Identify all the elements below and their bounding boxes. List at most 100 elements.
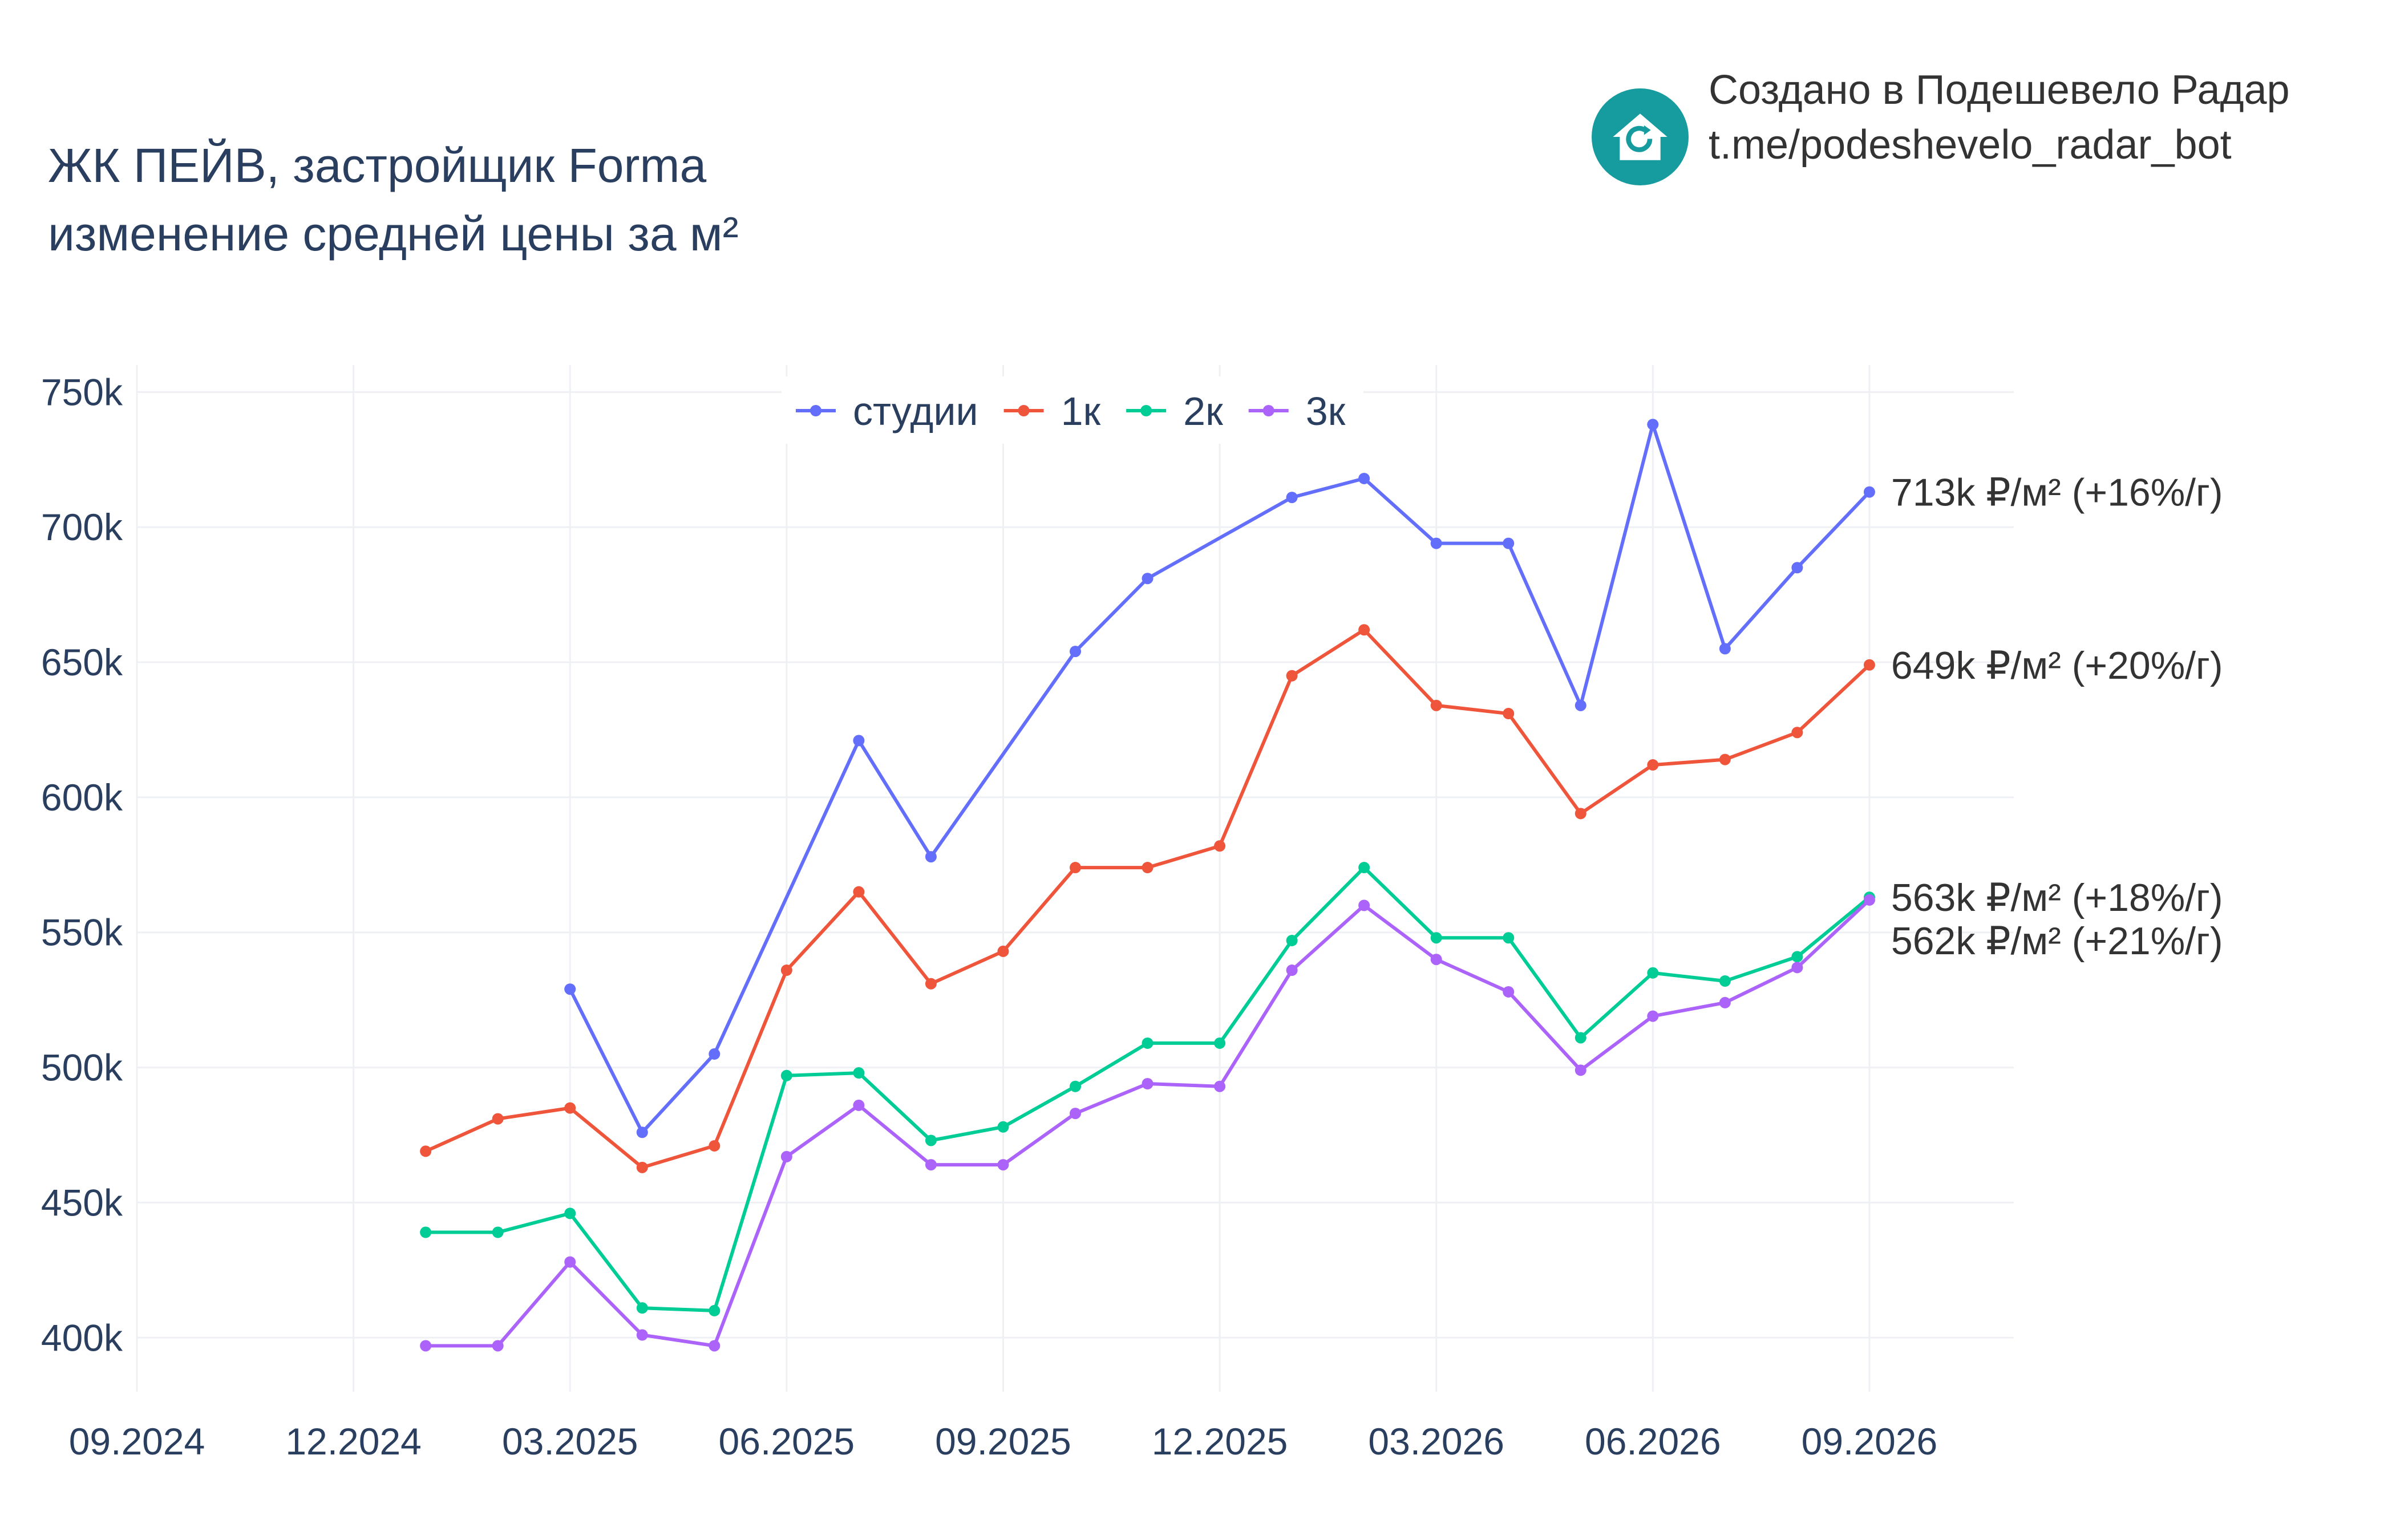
data-point [780, 1069, 792, 1081]
y-tick-label: 450k [41, 1181, 123, 1223]
brand-text: Создано в Подешевело Радар t.me/podeshev… [1709, 63, 2290, 172]
y-tick-label: 500k [41, 1047, 123, 1089]
brand-line-1: Создано в Подешевело Радар [1709, 67, 2290, 113]
end-label: 713k ₽/м² (+16%/г) [1891, 471, 2223, 514]
x-tick-label: 09.2024 [69, 1420, 205, 1462]
data-point [1142, 1078, 1154, 1089]
data-point [1719, 753, 1731, 765]
brand-line-2: t.me/podeshevelo_radar_bot [1709, 122, 2232, 168]
y-tick-label: 700k [41, 506, 123, 548]
data-point [636, 1161, 648, 1173]
data-point [636, 1126, 648, 1138]
series-4 [420, 894, 1875, 1352]
data-point [1575, 808, 1586, 820]
data-point [1142, 862, 1154, 874]
chart-title: ЖК ПЕЙВ, застройщик Forma изменение сред… [48, 131, 739, 268]
data-point [420, 1145, 432, 1157]
data-point [853, 886, 865, 898]
data-point [492, 1340, 504, 1352]
chart-title-line-2: изменение средней цены за м² [48, 207, 739, 261]
data-point [1430, 954, 1442, 966]
data-point [564, 1207, 576, 1219]
data-point [709, 1304, 721, 1316]
series-1 [564, 419, 1875, 1138]
data-point [1070, 646, 1081, 658]
y-tick-label: 400k [41, 1316, 123, 1359]
data-point [1358, 899, 1370, 911]
x-tick-label: 09.2025 [935, 1420, 1071, 1462]
data-point [1430, 699, 1442, 711]
legend-item: 2к [1126, 389, 1223, 433]
data-point [1214, 840, 1226, 852]
data-point [1430, 537, 1442, 549]
data-point [1358, 624, 1370, 636]
data-point [780, 1150, 792, 1162]
data-point [1575, 1064, 1586, 1076]
data-point [1647, 967, 1659, 979]
legend-item: студии [796, 389, 978, 433]
x-tick-label: 03.2025 [502, 1420, 638, 1462]
data-point [1070, 1080, 1081, 1092]
legend-label: студии [853, 389, 978, 433]
y-tick-label: 550k [41, 911, 123, 954]
data-point [1719, 643, 1731, 655]
legend-label: 2к [1183, 389, 1223, 433]
data-point [1286, 492, 1298, 504]
data-point [1575, 699, 1586, 711]
data-point [1863, 486, 1875, 498]
data-point [1791, 727, 1803, 739]
end-label: 562k ₽/м² (+21%/г) [1891, 919, 2223, 963]
end-label: 649k ₽/м² (+20%/г) [1891, 644, 2223, 687]
data-point [925, 1159, 937, 1171]
data-point [1647, 419, 1659, 431]
legend-swatch-point [1140, 405, 1152, 416]
data-point [1575, 1032, 1586, 1044]
grid [136, 365, 2014, 1392]
data-point [1503, 932, 1515, 944]
data-point [564, 983, 576, 995]
data-point [853, 1099, 865, 1111]
x-tick-label: 12.2024 [285, 1420, 422, 1462]
house-refresh-icon [1592, 88, 1689, 185]
series-2 [420, 624, 1875, 1173]
series-3 [420, 862, 1875, 1316]
data-point [1286, 934, 1298, 946]
data-point [1286, 964, 1298, 976]
data-point [709, 1140, 721, 1152]
legend-label: 1к [1061, 389, 1101, 433]
data-point [1358, 472, 1370, 484]
data-point [997, 1121, 1009, 1133]
data-point [1647, 1010, 1659, 1022]
legend-label: 3к [1306, 389, 1346, 433]
legend-swatch-point [810, 405, 821, 416]
data-point [564, 1256, 576, 1268]
data-point [1503, 537, 1515, 549]
data-point [636, 1329, 648, 1341]
series-layer [420, 419, 1875, 1352]
x-tick-label: 09.2026 [1802, 1420, 1938, 1462]
data-point [1142, 573, 1154, 585]
data-point [1719, 996, 1731, 1008]
data-point [1863, 659, 1875, 671]
end-label: 563k ₽/м² (+18%/г) [1891, 876, 2223, 919]
data-point [1863, 894, 1875, 906]
data-point [1358, 862, 1370, 874]
data-point [780, 964, 792, 976]
data-point [853, 735, 865, 747]
data-point [1214, 1080, 1226, 1092]
data-point [1430, 932, 1442, 944]
data-point [1503, 986, 1515, 998]
data-point [1647, 759, 1659, 771]
data-point [853, 1067, 865, 1079]
data-point [997, 1159, 1009, 1171]
legend-item: 3к [1248, 389, 1346, 433]
data-point [1503, 708, 1515, 720]
data-point [420, 1340, 432, 1352]
x-tick-label: 03.2026 [1368, 1420, 1504, 1462]
legend-swatch-point [1018, 405, 1030, 416]
data-point [709, 1340, 721, 1352]
data-point [1791, 962, 1803, 974]
y-tick-label: 600k [41, 776, 123, 818]
y-tick-label: 650k [41, 641, 123, 683]
